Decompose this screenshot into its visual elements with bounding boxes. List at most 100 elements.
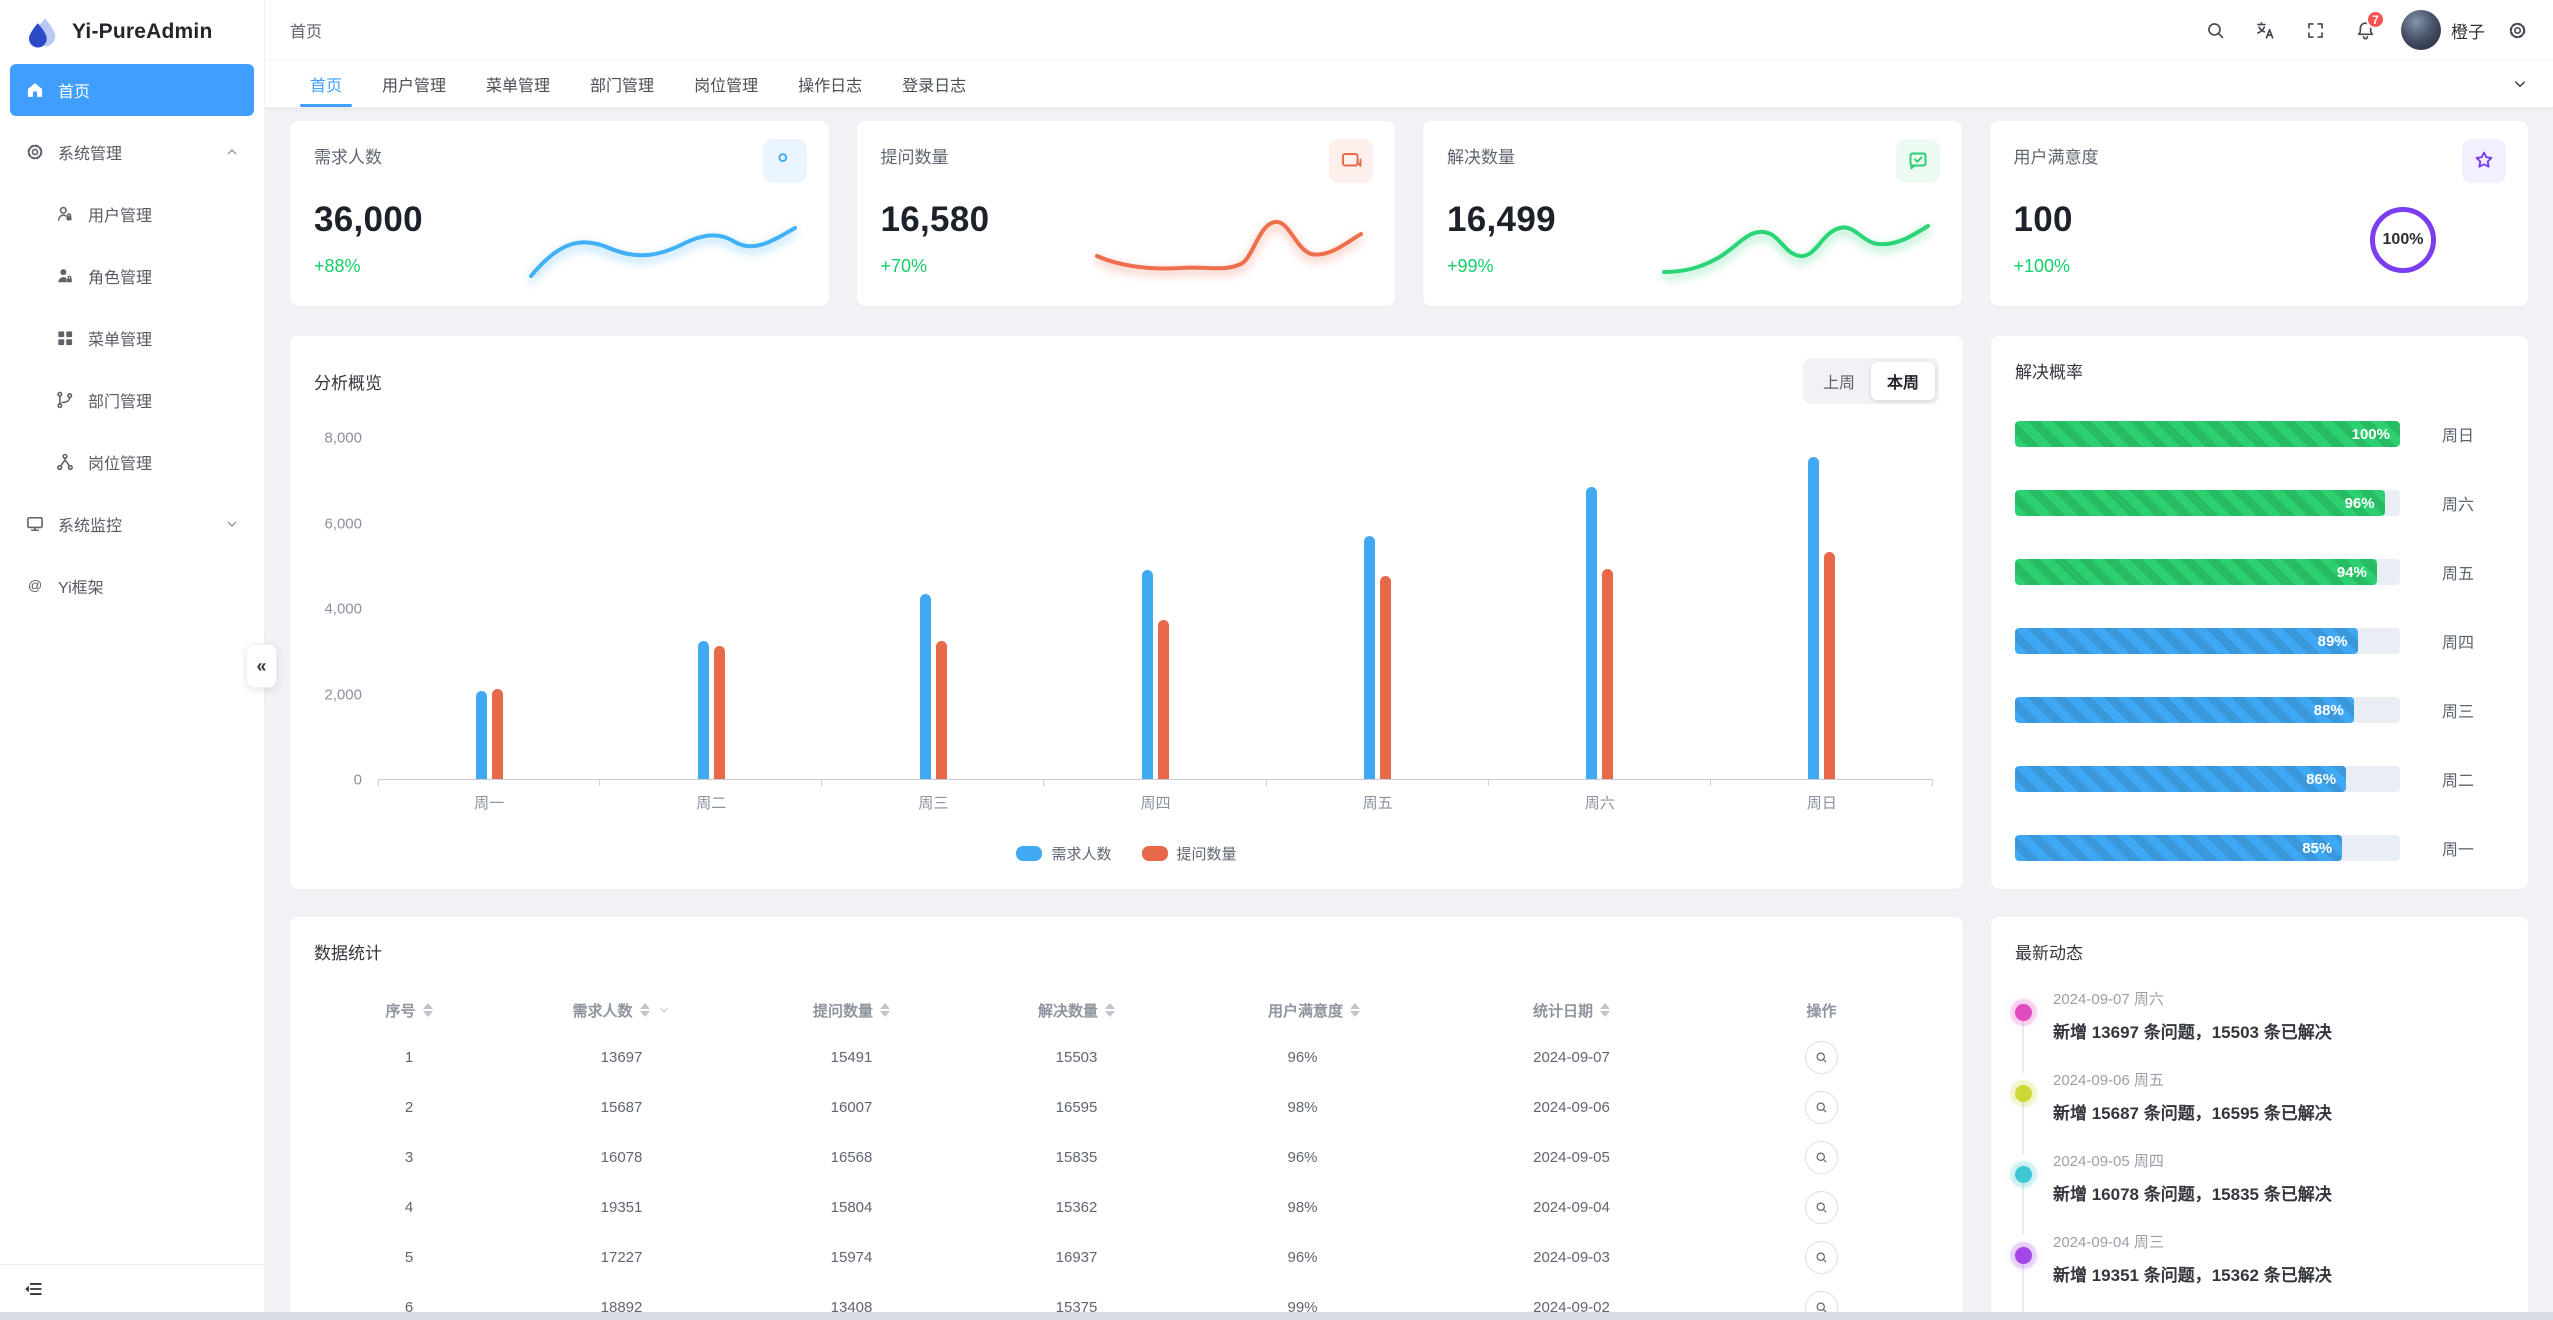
at-icon: @ bbox=[24, 575, 46, 597]
tab-菜单管理[interactable]: 菜单管理 bbox=[486, 78, 551, 95]
column-header-需求人数[interactable]: 需求人数 bbox=[504, 1000, 739, 1021]
x-tick-label: 周一 bbox=[474, 795, 505, 812]
cell-question: 15804 bbox=[830, 1198, 873, 1216]
row-view-button[interactable] bbox=[1805, 1090, 1838, 1124]
sort-ascending-icon[interactable] bbox=[1105, 1003, 1115, 1009]
column-header-解决数量[interactable]: 解决数量 bbox=[964, 1000, 1189, 1021]
bar-group-周二 bbox=[600, 438, 823, 786]
notification-badge: 7 bbox=[2366, 10, 2385, 29]
column-header-label: 用户满意度 bbox=[1267, 1002, 1343, 1020]
sidebar-item-菜单管理[interactable]: 菜单管理 bbox=[10, 312, 254, 364]
sidebar-item-label: 用户管理 bbox=[88, 208, 153, 225]
sidebar-item-角色管理[interactable]: 角色管理 bbox=[10, 250, 254, 302]
sort-descending-icon[interactable] bbox=[1600, 1011, 1610, 1017]
sidebar-item-系统管理[interactable]: 系统管理 bbox=[10, 126, 254, 178]
sort-carets-icon[interactable] bbox=[639, 1003, 650, 1017]
username[interactable]: 橙子 bbox=[2451, 22, 2485, 42]
solve-percent-label: 85% bbox=[2302, 839, 2333, 857]
stat-card-delta: +88% bbox=[314, 256, 361, 276]
sort-ascending-icon[interactable] bbox=[880, 1003, 890, 1009]
search-button[interactable] bbox=[2193, 8, 2237, 52]
stat-card-需求人数: 需求人数 36,000 +88% bbox=[290, 121, 829, 306]
tab-首页[interactable]: 首页 bbox=[290, 61, 362, 107]
bar-需求人数 bbox=[475, 690, 487, 779]
logo[interactable]: Yi-PureAdmin bbox=[0, 0, 264, 64]
column-header-统计日期[interactable]: 统计日期 bbox=[1439, 1000, 1704, 1021]
sort-descending-icon[interactable] bbox=[1105, 1011, 1115, 1017]
tab-部门管理[interactable]: 部门管理 bbox=[590, 78, 655, 95]
menu-grid-icon bbox=[54, 327, 76, 349]
sort-carets-icon[interactable] bbox=[1600, 1003, 1610, 1017]
row-view-button[interactable] bbox=[1805, 1190, 1838, 1224]
row-view-button[interactable] bbox=[1805, 1040, 1838, 1074]
solve-track: 86% bbox=[2015, 766, 2400, 792]
bell-button[interactable]: 7 bbox=[2343, 8, 2387, 52]
table-body: 1 13697 15491 15503 96% 2024-09-07 2 15687 16007… bbox=[314, 1032, 1939, 1320]
sort-ascending-icon[interactable] bbox=[639, 1003, 650, 1009]
bar-group-周日 bbox=[1711, 438, 1934, 786]
chart-legend: 需求人数 提问数量 bbox=[314, 843, 1939, 864]
cell-demand: 13697 bbox=[600, 1048, 643, 1066]
stat-card-title: 需求人数 bbox=[314, 148, 382, 167]
stat-card-delta: +100% bbox=[2013, 256, 2071, 276]
toggle-上周[interactable]: 上周 bbox=[1822, 375, 1855, 392]
sort-carets-icon[interactable] bbox=[1105, 1003, 1115, 1017]
tab-用户管理[interactable]: 用户管理 bbox=[382, 78, 447, 95]
sort-ascending-icon[interactable] bbox=[422, 1003, 433, 1009]
translate-button[interactable] bbox=[2243, 8, 2287, 52]
tab-登录日志[interactable]: 登录日志 bbox=[902, 78, 967, 95]
solve-track: 96% bbox=[2015, 490, 2400, 516]
chevron-down-icon bbox=[2511, 75, 2529, 93]
sort-ascending-icon[interactable] bbox=[1350, 1003, 1360, 1009]
sidebar-item-Yi框架[interactable]: @ Yi框架 bbox=[10, 560, 254, 612]
stat-card-icon-badge bbox=[762, 139, 807, 183]
column-header-序号[interactable]: 序号 bbox=[314, 1000, 504, 1021]
sidebar-item-用户管理[interactable]: 用户管理 bbox=[10, 188, 254, 240]
sort-ascending-icon[interactable] bbox=[1600, 1003, 1610, 1009]
column-header-用户满意度[interactable]: 用户满意度 bbox=[1189, 1000, 1439, 1021]
y-tick-label: 0 bbox=[353, 771, 362, 789]
user-avatar[interactable] bbox=[2401, 10, 2441, 50]
solve-bar-fill: 88% bbox=[2015, 697, 2354, 723]
sidebar-collapse-button[interactable]: « bbox=[246, 644, 277, 688]
sidebar-item-系统监控[interactable]: 系统监控 bbox=[10, 498, 254, 550]
tab-岗位管理[interactable]: 岗位管理 bbox=[694, 78, 759, 95]
timeline-item: 2024-09-07 周六 新增 13697 条问题，15503 条已解决 bbox=[2015, 988, 2504, 1073]
sparkline-wave-up bbox=[523, 192, 803, 292]
solve-track: 88% bbox=[2015, 697, 2400, 723]
sort-descending-icon[interactable] bbox=[639, 1011, 650, 1017]
stat-card-用户满意度: 用户满意度 100 +100% 100% bbox=[1989, 121, 2528, 306]
thumb-up-icon bbox=[1324, 1249, 1341, 1266]
tab-more-button[interactable] bbox=[2497, 61, 2543, 107]
row-view-button[interactable] bbox=[1805, 1140, 1838, 1174]
legend-item-需求人数[interactable]: 需求人数 bbox=[1016, 843, 1112, 864]
cell-index: 1 bbox=[404, 1048, 414, 1066]
column-header-提问数量[interactable]: 提问数量 bbox=[739, 1000, 964, 1021]
star-badge-icon bbox=[2472, 149, 2496, 173]
satisfaction-value: 96% bbox=[1287, 1048, 1318, 1066]
sort-carets-icon[interactable] bbox=[1350, 1003, 1360, 1017]
filter-chevron-icon[interactable] bbox=[657, 1003, 671, 1017]
cell-solved: 16937 bbox=[1055, 1248, 1098, 1266]
sort-descending-icon[interactable] bbox=[880, 1011, 890, 1017]
sidebar-item-首页[interactable]: 首页 bbox=[10, 64, 254, 116]
cell-demand: 16078 bbox=[600, 1148, 643, 1166]
week-toggle: 上周 本周 bbox=[1802, 358, 1939, 404]
sort-descending-icon[interactable] bbox=[1350, 1011, 1360, 1017]
menu-fold-icon[interactable] bbox=[22, 1278, 44, 1300]
sort-carets-icon[interactable] bbox=[880, 1003, 890, 1017]
sidebar-item-岗位管理[interactable]: 岗位管理 bbox=[10, 436, 254, 488]
sort-carets-icon[interactable] bbox=[422, 1003, 433, 1017]
row-view-button[interactable] bbox=[1805, 1240, 1838, 1274]
solve-percent-label: 96% bbox=[2344, 494, 2375, 512]
fullscreen-button[interactable] bbox=[2293, 8, 2337, 52]
stat-card-delta: +70% bbox=[880, 256, 928, 276]
sort-descending-icon[interactable] bbox=[422, 1011, 433, 1017]
sidebar-item-部门管理[interactable]: 部门管理 bbox=[10, 374, 254, 426]
legend-item-提问数量[interactable]: 提问数量 bbox=[1141, 843, 1237, 864]
tab-操作日志[interactable]: 操作日志 bbox=[798, 78, 863, 95]
settings-button[interactable] bbox=[2495, 8, 2539, 52]
toggle-本周[interactable]: 本周 bbox=[1870, 362, 1935, 400]
breadcrumb[interactable]: 首页 bbox=[290, 24, 323, 41]
